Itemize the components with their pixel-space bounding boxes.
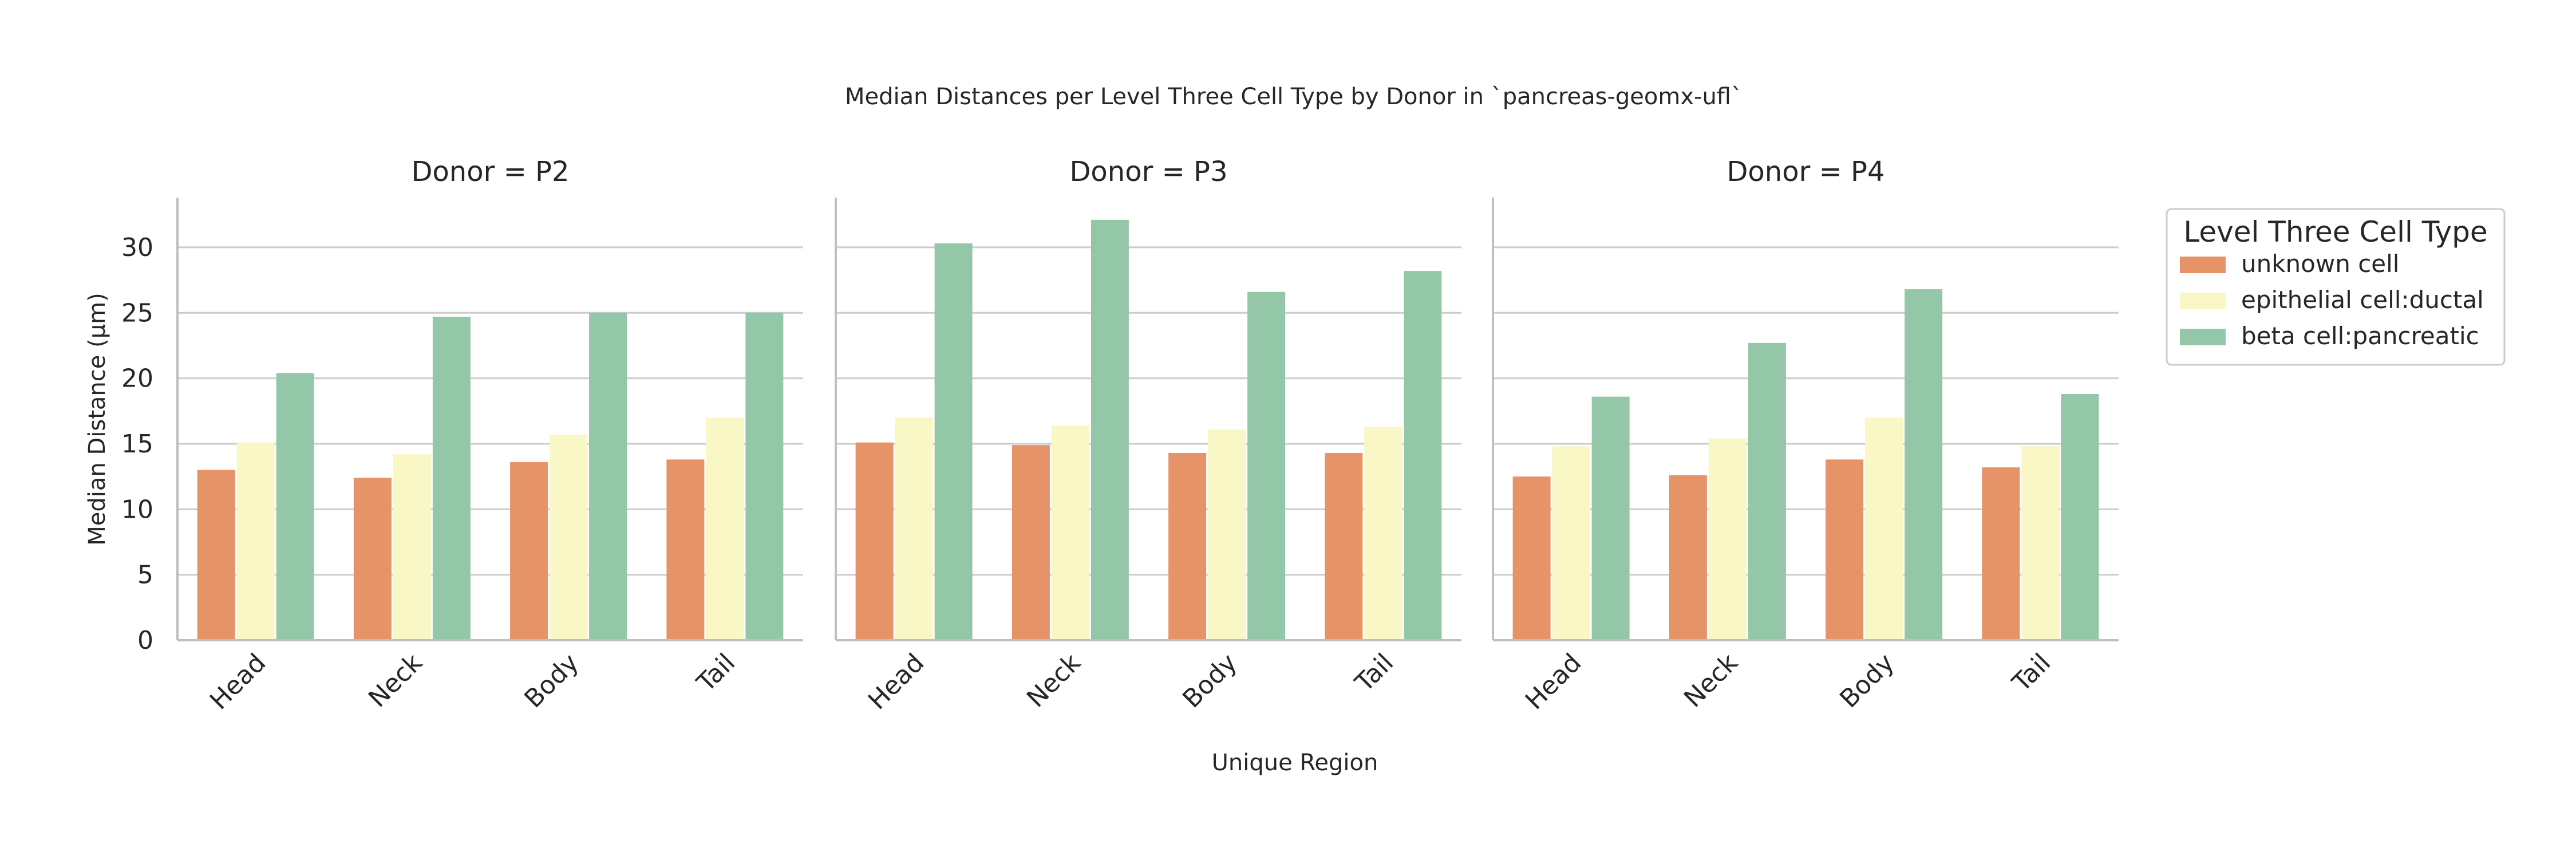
bar [1552,446,1590,640]
bar [2021,446,2060,640]
x-tick-label: Head [863,648,930,715]
bar [1208,429,1246,640]
x-axis-label: Unique Region [1212,750,1378,776]
x-tick-label: Tail [691,648,741,698]
y-tick-label: 25 [121,298,153,328]
x-tick-label: Body [1834,648,1900,714]
legend-swatch [2180,329,2226,345]
x-tick-label: Body [1177,648,1243,714]
y-axis-label: Median Distance (µm) [84,293,110,545]
bar [1364,427,1402,640]
y-tick-label: 30 [121,233,153,262]
legend: Level Three Cell Type unknown cell epithe… [2166,208,2506,366]
bar [197,470,235,640]
y-tick-label: 20 [121,364,153,393]
x-tick-label: Body [519,648,584,714]
bar [666,459,705,640]
y-tick-label: 5 [137,561,153,590]
bar [1247,291,1286,640]
bar [706,417,744,640]
legend-swatch [2180,257,2226,273]
legend-title: Level Three Cell Type [2183,215,2487,249]
x-tick-label: Tail [1349,648,1399,698]
x-tick-label: Neck [1678,648,1744,713]
bar [276,373,314,640]
bar [1865,417,1903,640]
legend-label: beta cell:pancreatic [2241,322,2479,350]
bar [1982,467,2020,640]
legend-frame [2166,208,2506,366]
bar [1669,475,1707,640]
bar [1325,452,1363,640]
bar [895,417,933,640]
facet-panel: Donor = P4 Head Neck Body Tail [1492,156,2119,715]
bar [1905,289,1943,640]
panel-title: Donor = P2 [411,156,569,188]
bar [1591,396,1630,640]
legend-swatch [2180,293,2226,309]
bar [1708,438,1747,640]
x-tick-label: Head [1520,648,1587,715]
y-tick-label: 15 [121,430,153,459]
chart-title: Median Distances per Level Three Cell Ty… [845,84,1743,110]
bar [1168,452,1207,640]
legend-label: unknown cell [2241,250,2399,278]
bar [1012,445,1050,640]
bar [934,243,973,640]
bar [745,313,784,640]
bar [510,462,548,640]
facet-panel: Donor = P2 0 5 10 15 20 25 30 Head Neck Body Tail [121,156,803,715]
bar [1512,476,1551,640]
bar [855,442,894,640]
bar [589,313,627,640]
x-tick-label: Neck [363,648,428,713]
x-tick-label: Head [204,648,271,715]
x-tick-label: Neck [1021,648,1086,713]
legend-items: unknown cell epithelial cell:ductal beta c… [2180,250,2484,350]
bar [1051,425,1089,640]
y-tick-label: 10 [121,495,153,524]
bar [432,317,471,640]
x-tick-label: Tail [2006,648,2056,698]
bar [353,478,392,640]
bar [1826,459,1864,640]
bar [2061,394,2099,640]
bar [236,442,275,640]
bar [393,454,431,640]
panel-title: Donor = P4 [1726,156,1884,188]
bar [1748,342,1786,640]
y-tick-label: 0 [137,626,153,655]
panel-title: Donor = P3 [1069,156,1227,188]
bar [1091,219,1129,641]
bar [550,434,588,640]
legend-label: epithelial cell:ductal [2241,286,2484,314]
bar [1404,271,1442,640]
facet-panel: Donor = P3 Head Neck Body Tail [835,156,1461,715]
